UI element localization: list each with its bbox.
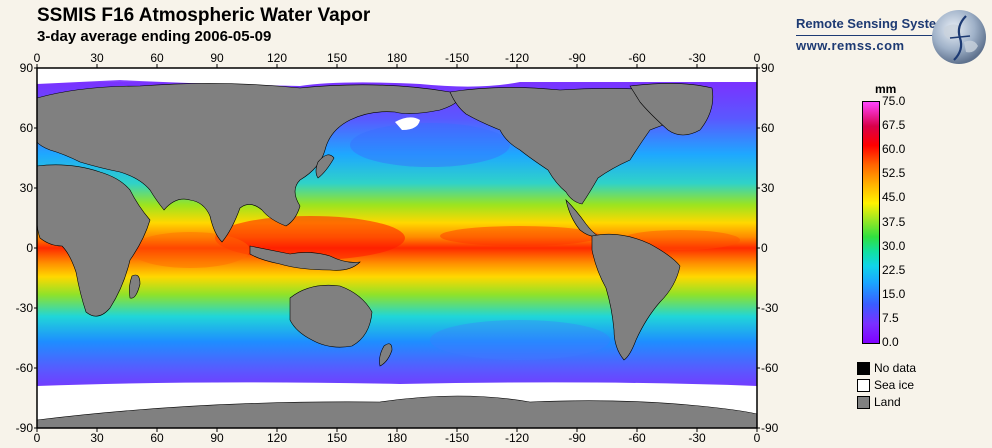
bottom_axis-label: -120: [505, 431, 529, 445]
sea-ice-arctic: [37, 68, 757, 87]
land-antarctica: [37, 395, 757, 428]
top_axis-label: 180: [387, 51, 407, 65]
bottom_axis-label: -150: [445, 431, 469, 445]
bottom_axis-label: 150: [327, 431, 347, 445]
colorbar-tick-label: 45.0: [882, 190, 906, 205]
legend-label-land: Land: [874, 395, 901, 409]
land-eurasia: [37, 83, 459, 243]
colorbar-tick-label: 0.0: [882, 335, 899, 349]
legend-swatch-land: [857, 396, 870, 409]
top_axis-label: -30: [688, 51, 706, 65]
bottom_axis-label: 90: [210, 431, 224, 445]
colorbar-tick-label: 15.0: [882, 286, 906, 301]
top_axis-label: -60: [628, 51, 646, 65]
colorbar: [862, 101, 880, 344]
bottom_axis-label: 60: [150, 431, 164, 445]
bottom_axis-label: -30: [688, 431, 706, 445]
colorbar-tick-label: 30.0: [882, 238, 906, 253]
bottom_axis-label: 120: [267, 431, 287, 445]
axis-ticks: 0 30 60 90 120 150 180 -150 -120 -90 -60 -30 0 0 30 60 9…: [16, 51, 779, 445]
top_axis-label: -90: [568, 51, 586, 65]
left_axis-label: -30: [16, 301, 34, 315]
top_axis-label: 0: [754, 51, 761, 65]
colorbar-tick-label: 7.5: [882, 310, 899, 325]
right_axis-label: 90: [761, 61, 775, 75]
bottom_axis-label: 180: [387, 431, 407, 445]
bottom_axis-label: -60: [628, 431, 646, 445]
indian-ocean-moist-band: [130, 232, 250, 268]
colorbar-unit: mm: [875, 82, 897, 96]
top_axis-label: -120: [505, 51, 529, 65]
land-indonesia: [249, 245, 361, 271]
legend-swatch-no-data: [857, 362, 870, 375]
colorbar-tick-label: 52.5: [882, 166, 906, 181]
water-vapor-map: 0 30 60 90 120 150 180 -150 -120 -90 -60 -30 0 0 30 60 9…: [16, 51, 779, 445]
colorbar-tick-label: 22.5: [882, 262, 906, 277]
land-new-zealand: [379, 343, 393, 367]
bottom_axis-label: -90: [568, 431, 586, 445]
brand-url-link[interactable]: www.remss.com: [796, 38, 905, 53]
left_axis-label: -90: [16, 421, 34, 435]
right_axis-label: 60: [761, 121, 775, 135]
left_axis-label: 0: [26, 241, 33, 255]
top_axis-label: 150: [327, 51, 347, 65]
legend-label-sea-ice: Sea ice: [874, 378, 915, 392]
land-greenland: [629, 83, 714, 136]
north-pacific-dry: [350, 123, 510, 167]
legend-label-no-data: No data: [874, 361, 917, 375]
brand-divider: [796, 35, 946, 36]
top_axis-label: 120: [267, 51, 287, 65]
south-pacific-dry: [430, 320, 610, 360]
right_axis-label: 30: [761, 181, 775, 195]
brand-name: Remote Sensing Systems: [796, 16, 955, 31]
left_axis-label: 60: [20, 121, 34, 135]
right_axis-label: -60: [761, 361, 779, 375]
land-australia: [289, 284, 373, 348]
land-japan: [315, 154, 335, 179]
colorbar-tick-label: 67.5: [882, 118, 906, 133]
left_axis-label: -60: [16, 361, 34, 375]
right_axis-label: 0: [761, 241, 768, 255]
right_axis-label: -30: [761, 301, 779, 315]
land-south-america: [591, 233, 681, 361]
colorbar-tick-label: 60.0: [882, 142, 906, 157]
colorbar-tick-label: 75.0: [882, 94, 906, 108]
sea-ice-okhotsk: [395, 117, 420, 130]
top_axis-label: 30: [90, 51, 104, 65]
bottom_axis-label: 0: [754, 431, 761, 445]
right_axis-label: -90: [761, 421, 779, 435]
left_axis-label: 30: [20, 181, 34, 195]
left_axis-label: 90: [20, 61, 34, 75]
bottom_axis-label: 0: [34, 431, 41, 445]
land-madagascar: [129, 274, 141, 299]
bottom_axis-label: 30: [90, 431, 104, 445]
top_axis-label: 60: [150, 51, 164, 65]
legend-swatch-sea-ice: [857, 379, 870, 392]
land-africa: [37, 164, 151, 317]
top_axis-label: 90: [210, 51, 224, 65]
page-title: SSMIS F16 Atmospheric Water Vapor: [37, 5, 371, 26]
colorbar-tick-label: 37.5: [882, 214, 906, 229]
itcz-east-pacific: [440, 226, 600, 246]
brand-block[interactable]: Remote Sensing Systems www.remss.com: [796, 16, 986, 56]
top_axis-label: -150: [445, 51, 469, 65]
page-subtitle: 3-day average ending 2006-05-09: [37, 28, 272, 45]
globe-logo-icon: [932, 10, 986, 64]
top_axis-label: 0: [34, 51, 41, 65]
land-masses: [37, 83, 757, 428]
